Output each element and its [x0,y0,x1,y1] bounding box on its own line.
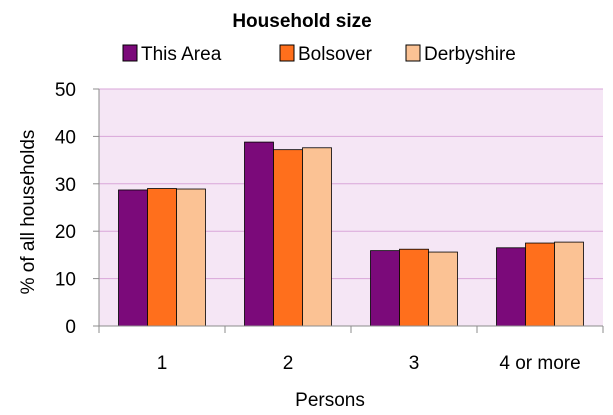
bar-this-area-3 [370,250,400,327]
bar-this-area-1 [118,189,148,327]
bar-bolsover-2 [273,149,303,327]
bar-bolsover-4-or-more [525,242,555,327]
bar-this-area-2 [244,141,274,327]
legend-swatch-derbyshire [405,44,421,62]
y-tick-label: 40 [55,127,76,148]
bar-bolsover-1 [147,188,177,327]
x-tick-label: 4 or more [499,353,580,374]
bar-bolsover-3 [399,248,429,327]
legend-label-bolsover: Bolsover [298,44,373,65]
y-tick-labels: 0 10 20 30 40 50 [55,80,76,338]
y-axis-label: % of all households [18,130,39,295]
y-tick-label: 20 [55,222,76,243]
y-tick-label: 0 [65,317,76,338]
x-tick-label: 1 [157,353,168,374]
legend-label-derbyshire: Derbyshire [424,44,516,65]
y-tick-label: 30 [55,175,76,196]
bars [118,141,584,327]
bar-derbyshire-3 [428,251,458,327]
legend-swatch-this-area [122,44,138,62]
bar-derbyshire-4-or-more [554,241,584,327]
x-tick-labels: 1 2 3 4 or more [157,353,581,374]
y-tick-label: 10 [55,270,76,291]
chart-title: Household size [232,11,371,32]
legend: This Area Bolsover Derbyshire [122,44,516,65]
x-tick-label: 3 [409,353,420,374]
x-axis-label: Persons [295,390,365,411]
legend-swatch-bolsover [279,44,295,62]
axes [93,88,604,333]
bar-derbyshire-2 [302,147,332,327]
bar-derbyshire-1 [176,188,206,327]
legend-label-this-area: This Area [141,44,222,65]
x-tick-label: 2 [283,353,294,374]
bar-this-area-4-or-more [496,247,526,327]
y-tick-label: 50 [55,80,76,101]
